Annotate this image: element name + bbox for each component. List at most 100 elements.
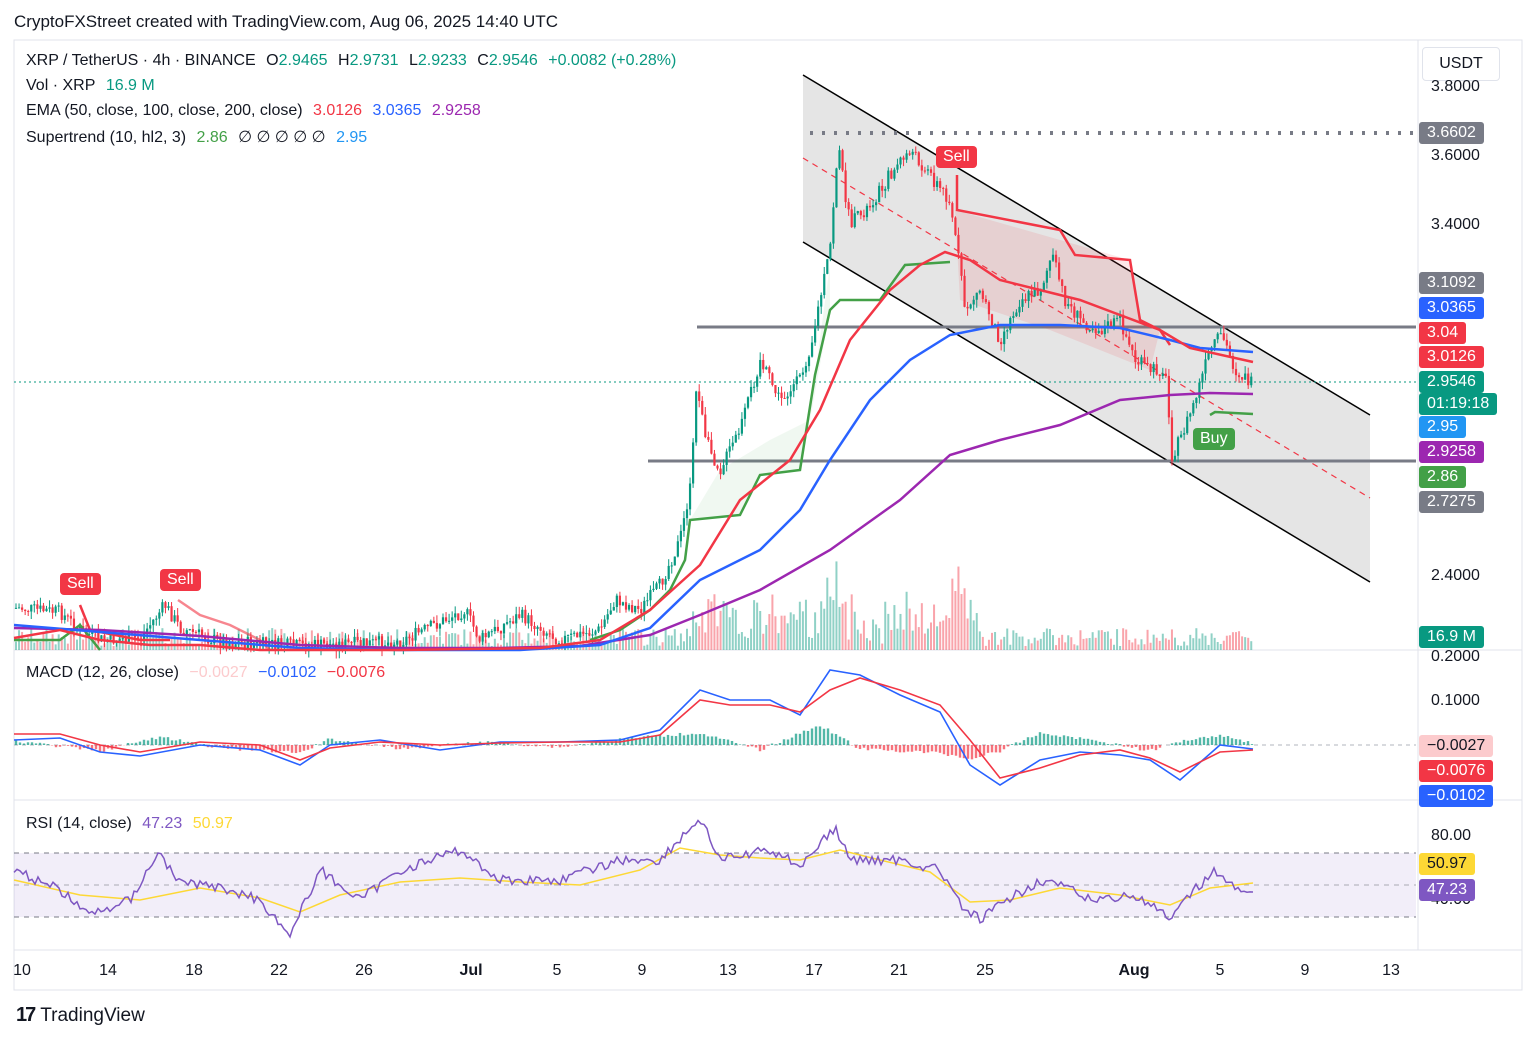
supertrend-legend[interactable]: Supertrend (10, hl2, 3) 2.86 ∅ ∅ ∅ ∅ ∅ 2… bbox=[26, 127, 373, 147]
candle-body bbox=[54, 606, 57, 613]
macd-histogram-bar bbox=[90, 745, 94, 751]
macd-histogram-bar bbox=[682, 735, 686, 745]
macd-histogram-bar bbox=[154, 739, 158, 745]
macd-histogram-bar bbox=[582, 744, 586, 745]
price-axis-tag[interactable]: 3.0126 bbox=[1419, 346, 1484, 368]
macd-histogram-bar bbox=[386, 745, 390, 746]
macd-histogram-bar bbox=[178, 739, 182, 745]
candle-body bbox=[746, 397, 750, 408]
candle-body bbox=[411, 638, 414, 641]
time-axis-label: 14 bbox=[99, 962, 117, 979]
candle-body bbox=[896, 164, 899, 170]
candle-body bbox=[673, 556, 676, 566]
macd-axis-tag[interactable]: −0.0102 bbox=[1419, 785, 1494, 807]
tradingview-footer[interactable]: 17 TradingView bbox=[16, 1004, 145, 1027]
volume-bar bbox=[771, 594, 774, 650]
rsi-axis-tag[interactable]: 50.97 bbox=[1419, 853, 1476, 875]
candle-body bbox=[536, 626, 539, 630]
volume-bar bbox=[1131, 642, 1134, 650]
macd-histogram-bar bbox=[34, 743, 38, 745]
macd-histogram-bar bbox=[702, 734, 706, 745]
volume-bar bbox=[750, 628, 753, 650]
candle-body bbox=[1237, 375, 1241, 378]
macd-histogram-bar bbox=[946, 745, 950, 757]
change-value: +0.0082 (+0.28%) bbox=[548, 52, 677, 69]
candle-body bbox=[551, 633, 554, 639]
macd-histogram-bar bbox=[922, 745, 926, 754]
candle-body bbox=[219, 637, 222, 648]
volume-bar bbox=[521, 639, 524, 650]
tradingview-brand: TradingView bbox=[40, 1004, 145, 1026]
price-axis-tag[interactable]: 3.1092 bbox=[1419, 272, 1484, 294]
candle-body bbox=[36, 604, 39, 609]
channel-lower-line[interactable] bbox=[802, 241, 1371, 583]
volume-bar bbox=[914, 614, 917, 650]
price-axis-tag[interactable]: 3.6602 bbox=[1419, 122, 1484, 144]
volume-bar bbox=[872, 619, 875, 650]
time-axis-label: Aug bbox=[1118, 962, 1150, 979]
macd-legend[interactable]: MACD (12, 26, close) −0.0027 −0.0102 −0.… bbox=[26, 664, 391, 682]
candle-body bbox=[1195, 397, 1198, 404]
candle-body bbox=[1192, 403, 1195, 414]
price-axis-tag[interactable]: 2.7275 bbox=[1419, 491, 1484, 513]
macd-histogram-bar bbox=[598, 741, 602, 745]
macd-histogram-bar bbox=[822, 728, 826, 745]
time-axis-label: 5 bbox=[552, 962, 562, 979]
price-axis-tag[interactable]: 2.9258 bbox=[1419, 441, 1484, 463]
volume-value: 16.9 M bbox=[105, 77, 155, 94]
candle-body bbox=[984, 299, 987, 303]
candle-body bbox=[493, 626, 496, 632]
candle-body bbox=[658, 578, 661, 584]
sell-signal-label[interactable]: Sell bbox=[60, 573, 101, 595]
high-label: H bbox=[338, 52, 350, 69]
ema-legend[interactable]: EMA (50, close, 100, close, 200, close) … bbox=[26, 102, 487, 120]
buy-signal-label[interactable]: Buy bbox=[1193, 428, 1235, 450]
channel-upper-line[interactable] bbox=[802, 74, 1371, 416]
volume-bar bbox=[173, 632, 176, 650]
volume-bar bbox=[679, 633, 682, 650]
sell-signal-label[interactable]: Sell bbox=[160, 569, 201, 591]
sell-signal-label[interactable]: Sell bbox=[936, 146, 977, 168]
rsi-legend[interactable]: RSI (14, close) 47.23 50.97 bbox=[26, 815, 239, 833]
volume-legend[interactable]: Vol · XRP 16.9 M bbox=[26, 77, 161, 95]
time-axis-label: 13 bbox=[719, 962, 737, 979]
macd-histogram-bar bbox=[306, 745, 310, 750]
volume-bar bbox=[1204, 635, 1207, 650]
macd-histogram-bar bbox=[1182, 739, 1186, 745]
macd-histogram-bar bbox=[1014, 742, 1018, 745]
macd-histogram-bar bbox=[630, 736, 634, 745]
candle-body bbox=[1134, 350, 1137, 362]
macd-histogram-bar bbox=[86, 745, 90, 749]
macd-histogram-bar bbox=[1138, 745, 1142, 751]
candle-body bbox=[1186, 416, 1189, 434]
currency-button[interactable]: USDT bbox=[1422, 47, 1500, 81]
price-axis-tag[interactable]: 3.0365 bbox=[1419, 297, 1484, 319]
macd-axis-tag[interactable]: −0.0076 bbox=[1419, 760, 1494, 782]
candle-body bbox=[1003, 331, 1006, 345]
candle-body bbox=[621, 602, 625, 606]
price-axis-tag[interactable]: 2.9546 bbox=[1419, 371, 1484, 393]
price-axis-tag[interactable]: 2.86 bbox=[1419, 466, 1467, 488]
volume-bar bbox=[908, 608, 911, 650]
price-axis-tag[interactable]: 2.95 bbox=[1419, 416, 1467, 438]
volume-bar bbox=[625, 631, 627, 650]
price-axis-tag[interactable]: 01:19:18 bbox=[1419, 393, 1498, 415]
macd-histogram-bar bbox=[422, 745, 426, 748]
macd-histogram-bar bbox=[1178, 742, 1182, 745]
symbol-legend[interactable]: XRP / TetherUS · 4h · BINANCE O2.9465 H2… bbox=[26, 52, 682, 70]
price-axis-tag[interactable]: 16.9 M bbox=[1419, 626, 1484, 648]
rsi-axis-tag[interactable]: 47.23 bbox=[1419, 879, 1476, 901]
candle-body bbox=[179, 621, 182, 633]
price-axis-tag[interactable]: 3.04 bbox=[1419, 322, 1467, 344]
open-value: 2.9465 bbox=[278, 52, 328, 69]
macd-histogram-bar bbox=[542, 745, 546, 746]
candle-body bbox=[579, 631, 582, 638]
macd-histogram-bar bbox=[98, 745, 102, 752]
candle-body bbox=[1183, 433, 1186, 435]
volume-bar bbox=[194, 645, 197, 650]
macd-axis-tag[interactable]: −0.0027 bbox=[1419, 735, 1494, 757]
symbol-name[interactable]: XRP / TetherUS · 4h · BINANCE bbox=[26, 52, 256, 69]
macd-histogram-bar bbox=[1098, 741, 1102, 745]
candle-body bbox=[1222, 333, 1225, 340]
